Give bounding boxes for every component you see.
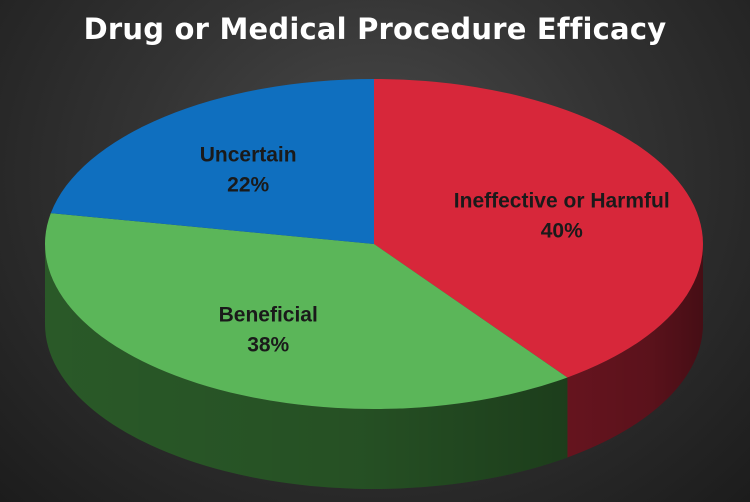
chart-title: Drug or Medical Procedure Efficacy: [83, 12, 667, 46]
slice-label-ineffective-or-harmful: Ineffective or Harmful: [454, 189, 670, 212]
pie-slice-uncertain: [50, 79, 375, 244]
slice-label-beneficial: Beneficial: [219, 304, 318, 327]
pie-side-shade-beneficial: [45, 244, 568, 489]
slice-value-ineffective-or-harmful: 40%: [541, 219, 583, 242]
pie-slice-ineffective-or-harmful: [374, 79, 703, 378]
slice-value-uncertain: 22%: [227, 174, 269, 197]
pie-slice-beneficial: [44, 213, 568, 409]
pie-labels: Ineffective or Harmful 40% Beneficial 38% Un…: [200, 144, 670, 357]
pie-sides: [45, 244, 703, 489]
pie-tops: [44, 79, 703, 409]
slice-value-beneficial: 38%: [247, 334, 289, 357]
slice-label-uncertain: Uncertain: [200, 144, 297, 167]
pie-side-shade-ineffective-or-harmful: [567, 244, 703, 458]
